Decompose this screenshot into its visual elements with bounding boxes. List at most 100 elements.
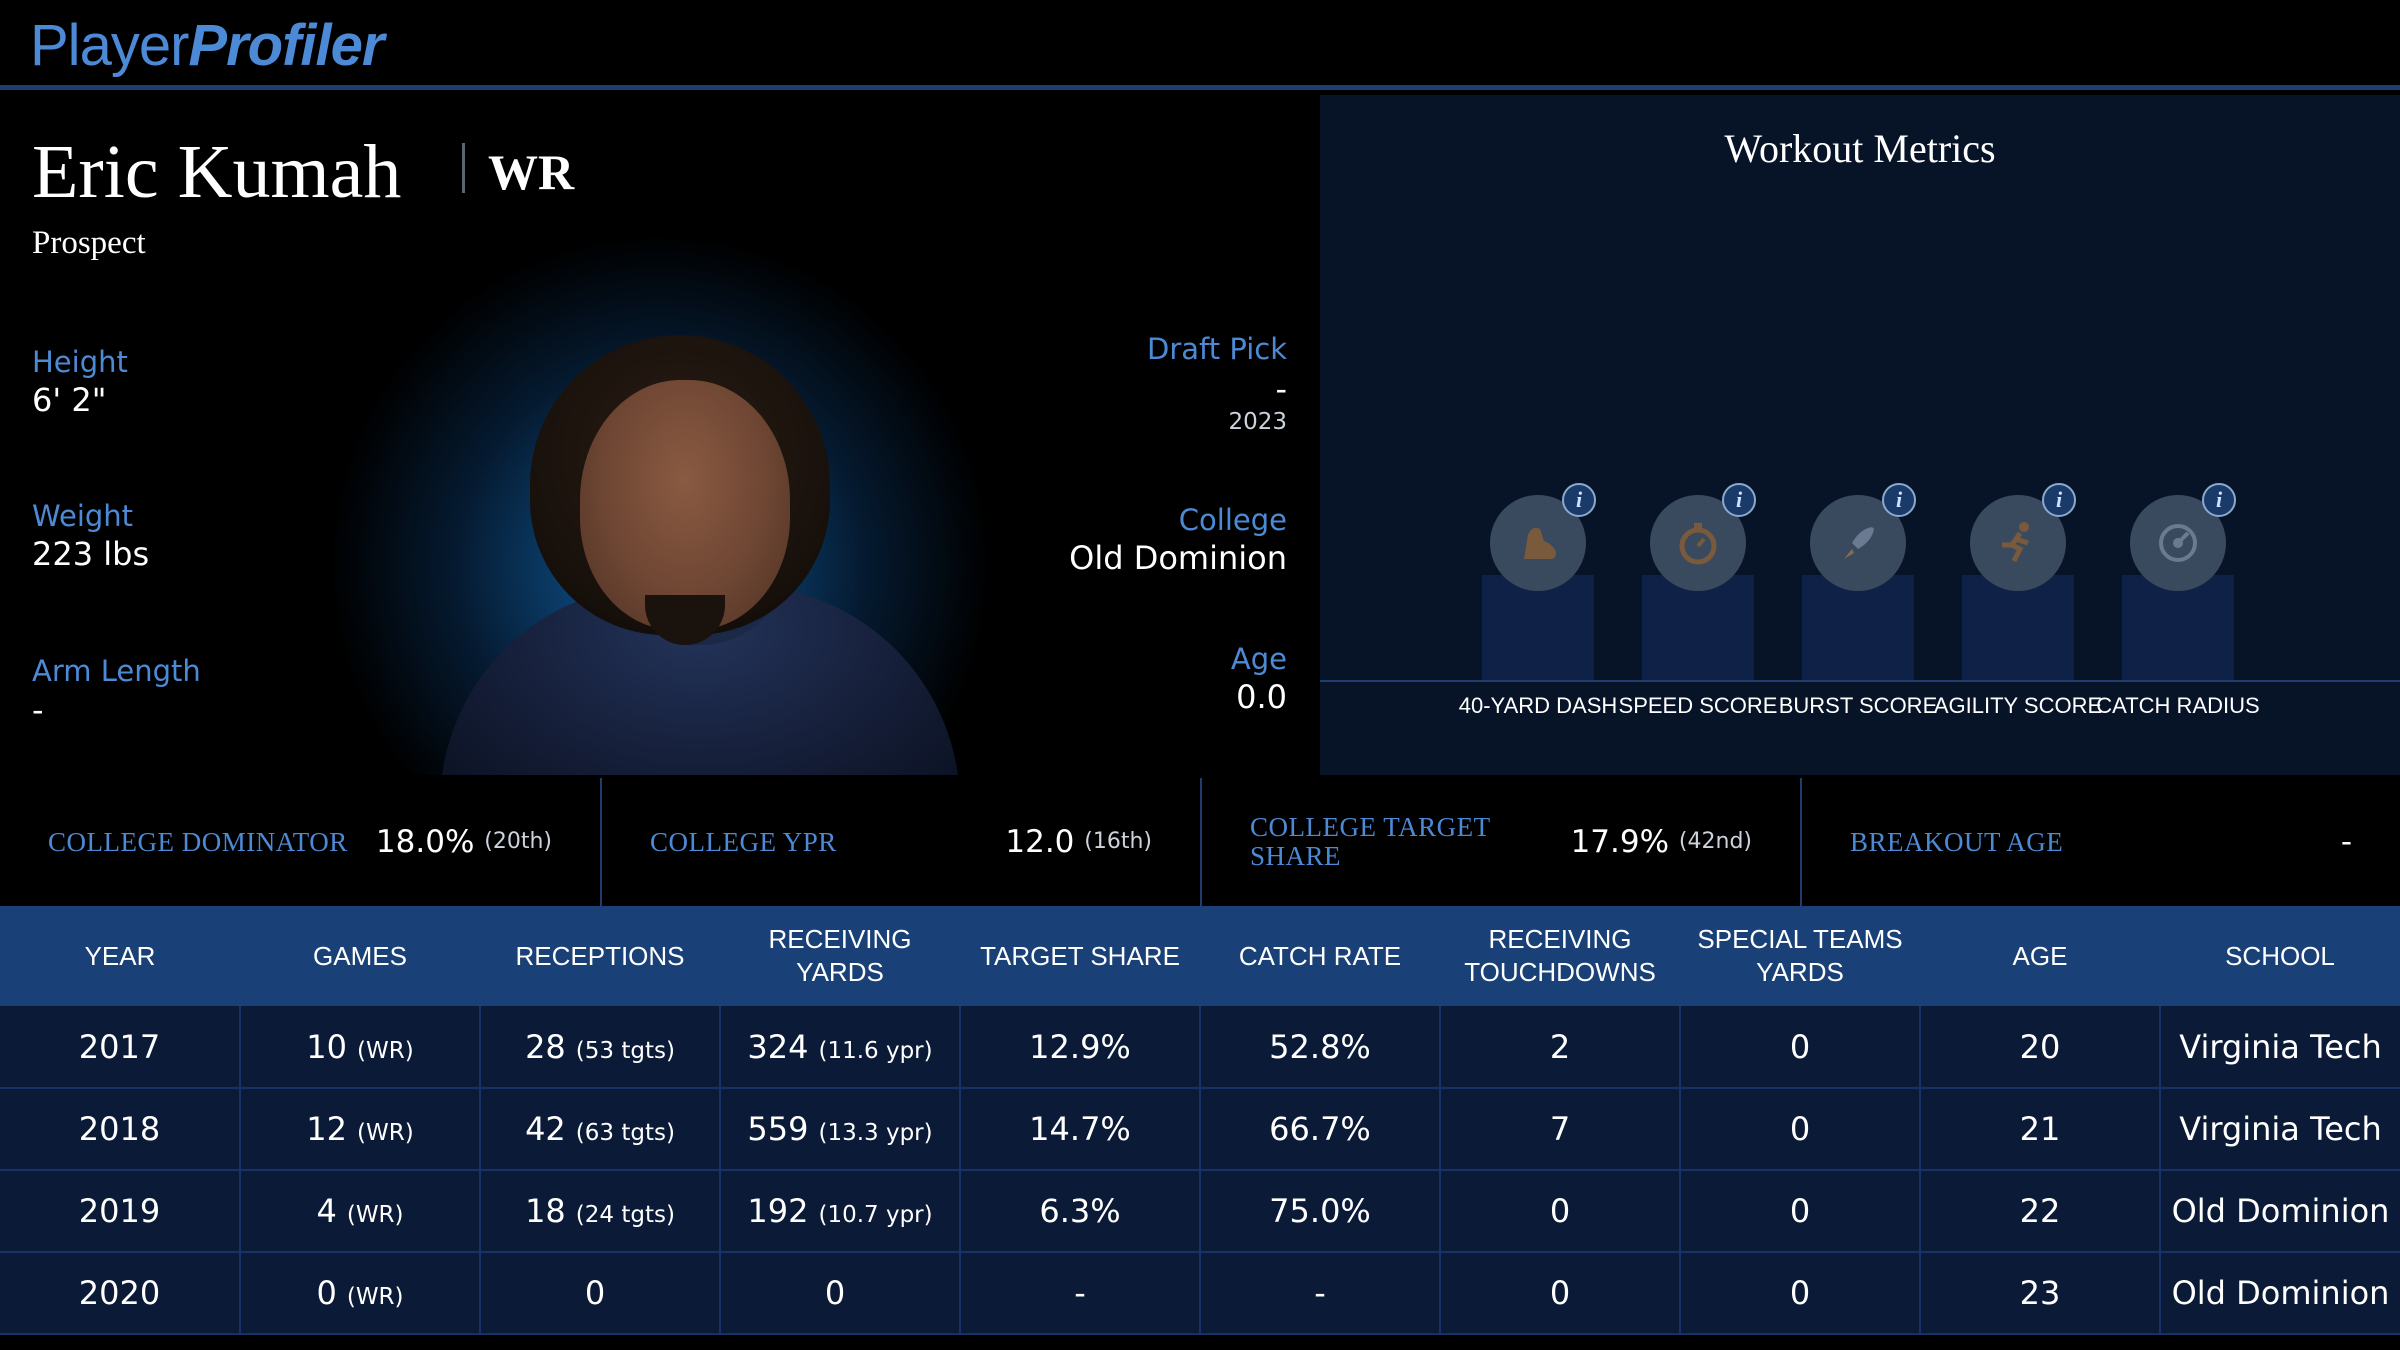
metric-label: 40-YARD DASH: [1458, 693, 1618, 718]
breakout-age-value: -: [2340, 824, 2352, 860]
draft-pick-label: Draft Pick: [1147, 332, 1287, 366]
col-header-receptions[interactable]: RECEPTIONS: [480, 906, 720, 1006]
workout-metrics-panel: Workout Metrics i 40-YARD DASH i SPEED S…: [1320, 95, 2400, 775]
cell-receptions: 28 (53 tgts): [480, 1006, 721, 1089]
cell-age: 22: [1920, 1170, 2161, 1253]
draft-pick-value: -: [1275, 370, 1287, 408]
metric-label: AGILITY SCORE: [1933, 693, 2103, 718]
college-target-share-rank: (42nd): [1678, 829, 1752, 854]
info-icon[interactable]: i: [1882, 483, 1916, 517]
col-header-games[interactable]: GAMES: [240, 906, 480, 1006]
col-header-target-share[interactable]: TARGET SHARE: [960, 906, 1200, 1006]
table-row: 2018 12 (WR) 42 (63 tgts) 559 (13.3 ypr) 14…: [0, 1088, 2400, 1171]
cell-year: 2017: [0, 1006, 241, 1089]
col-header-special-teams-yards[interactable]: SPECIAL TEAMS YARDS: [1680, 906, 1920, 1006]
site-logo[interactable]: PlayerProfiler: [30, 12, 384, 79]
cell-age: 20: [1920, 1006, 2161, 1089]
college-ypr-cell: COLLEGE YPR 12.0 (16th): [600, 778, 1200, 906]
workout-title: Workout Metrics: [1724, 126, 1996, 171]
cell-receiving-yards: 192 (10.7 ypr): [720, 1170, 961, 1253]
cell-school: Old Dominion: [2160, 1252, 2400, 1335]
cell-catch-rate: 75.0%: [1200, 1170, 1441, 1253]
table-row: 2020 0 (WR) 0 0 - - 0 0 23 Old Dominion: [0, 1252, 2400, 1335]
cell-receiving-yards: 0: [720, 1252, 961, 1335]
cell-school: Virginia Tech: [2160, 1006, 2400, 1089]
arm-length-label: Arm Length: [32, 654, 201, 688]
cell-receiving-touchdowns: 0: [1440, 1170, 1681, 1253]
cell-games: 10 (WR): [240, 1006, 481, 1089]
college-target-share-value: 17.9% (42nd): [1570, 824, 1752, 860]
cell-school: Old Dominion: [2160, 1170, 2400, 1253]
college-ypr-value: 12.0 (16th): [1005, 824, 1152, 860]
college-dominator-label: COLLEGE DOMINATOR: [48, 826, 348, 857]
age-value: 0.0: [1236, 678, 1287, 716]
cell-year: 2018: [0, 1088, 241, 1171]
breakout-age-cell: BREAKOUT AGE -: [1800, 778, 2400, 906]
college-dominator-value: 18.0% (20th): [375, 824, 552, 860]
cell-special-teams-yards: 0: [1680, 1006, 1921, 1089]
player-position: WR: [488, 144, 575, 200]
name-divider: [462, 143, 465, 193]
col-header-receiving-yards[interactable]: RECEIVING YARDS: [720, 906, 960, 1006]
player-photo: [440, 325, 960, 775]
cell-receptions: 18 (24 tgts): [480, 1170, 721, 1253]
table-row: 2017 10 (WR) 28 (53 tgts) 324 (11.6 ypr) 12…: [0, 1006, 2400, 1089]
metric-burst-score: i BURST SCORE: [1779, 483, 1937, 775]
col-header-school[interactable]: SCHOOL: [2160, 906, 2400, 1006]
cell-games: 0 (WR): [240, 1252, 481, 1335]
cell-games: 4 (WR): [240, 1170, 481, 1253]
info-icon[interactable]: i: [2202, 483, 2236, 517]
info-icon[interactable]: i: [2042, 483, 2076, 517]
college-ypr-rank: (16th): [1084, 829, 1152, 854]
metric-bar: [1962, 575, 2074, 680]
metric-agility-score: i AGILITY SCORE: [1934, 483, 2102, 775]
cell-target-share: 12.9%: [960, 1006, 1201, 1089]
metric-label: CATCH RADIUS: [2096, 693, 2260, 718]
table-row: 2019 4 (WR) 18 (24 tgts) 192 (10.7 ypr) 6.3…: [0, 1170, 2400, 1253]
cell-receiving-touchdowns: 2: [1440, 1006, 1681, 1089]
cell-special-teams-yards: 0: [1680, 1088, 1921, 1171]
cell-receiving-touchdowns: 7: [1440, 1088, 1681, 1171]
bottom-edge: [0, 1340, 2400, 1350]
player-status: Prospect: [32, 225, 146, 261]
col-header-receiving-touchdowns[interactable]: RECEIVING TOUCHDOWNS: [1440, 906, 1680, 1006]
cell-receiving-touchdowns: 0: [1440, 1252, 1681, 1335]
cell-catch-rate: 66.7%: [1200, 1088, 1441, 1171]
col-header-age[interactable]: AGE: [1920, 906, 2160, 1006]
info-icon[interactable]: i: [1722, 483, 1756, 517]
logo-part-player: Player: [30, 13, 189, 78]
college-stats-table: YEAR GAMES RECEPTIONS RECEIVING YARDS TA…: [0, 906, 2400, 1335]
weight-value: 223 lbs: [32, 535, 150, 573]
cell-receptions: 42 (63 tgts): [480, 1088, 721, 1171]
height-value: 6' 2": [32, 381, 107, 419]
college-label: College: [1178, 503, 1287, 537]
metric-40-yard-dash: i 40-YARD DASH: [1459, 483, 1617, 775]
cell-special-teams-yards: 0: [1680, 1252, 1921, 1335]
metric-bar: [2122, 575, 2234, 680]
metric-speed-score: i SPEED SCORE: [1619, 483, 1777, 775]
info-icon[interactable]: i: [1562, 483, 1596, 517]
cell-year: 2019: [0, 1170, 241, 1253]
college-target-share-label: COLLEGE TARGET SHARE: [1250, 812, 1491, 871]
cell-catch-rate: -: [1200, 1252, 1441, 1335]
weight-label: Weight: [32, 499, 134, 533]
breakout-age-label: BREAKOUT AGE: [1850, 826, 2064, 857]
college-value: Old Dominion: [1069, 539, 1287, 577]
player-name: Eric Kumah: [32, 130, 402, 214]
metric-bar: [1642, 575, 1754, 680]
workout-baseline: [1320, 680, 2400, 682]
col-header-catch-rate[interactable]: CATCH RATE: [1200, 906, 1440, 1006]
col-header-year[interactable]: YEAR: [0, 906, 240, 1006]
player-profile-panel: Eric Kumah WR Prospect Height 6' 2" Weig…: [0, 95, 1320, 775]
cell-receiving-yards: 324 (11.6 ypr): [720, 1006, 961, 1089]
metric-label: BURST SCORE: [1778, 693, 1938, 718]
cell-age: 21: [1920, 1088, 2161, 1171]
top-bar: PlayerProfiler: [0, 0, 2400, 90]
cell-receiving-yards: 559 (13.3 ypr): [720, 1088, 961, 1171]
cell-target-share: 6.3%: [960, 1170, 1201, 1253]
cell-age: 23: [1920, 1252, 2161, 1335]
cell-year: 2020: [0, 1252, 241, 1335]
metric-catch-radius: i CATCH RADIUS: [2096, 483, 2260, 775]
logo-part-profiler: Profiler: [188, 13, 384, 78]
college-target-share-cell: COLLEGE TARGET SHARE 17.9% (42nd): [1200, 778, 1800, 906]
